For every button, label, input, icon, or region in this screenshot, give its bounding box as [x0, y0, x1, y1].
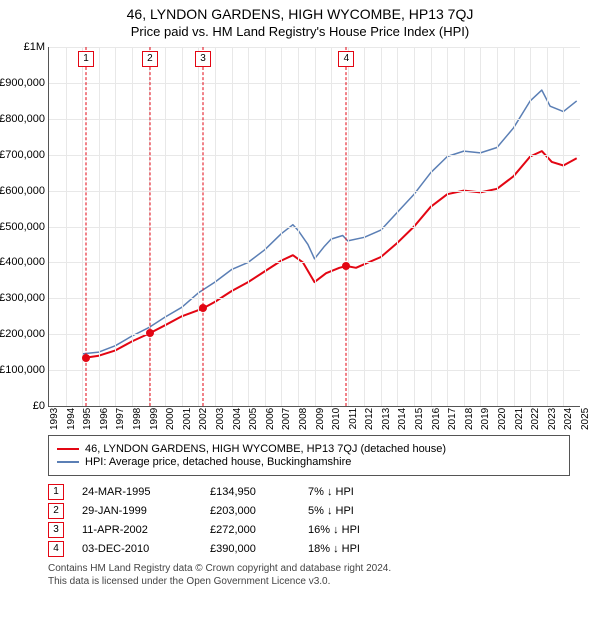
sales-row-date: 11-APR-2002 — [82, 524, 192, 536]
sales-row-date: 03-DEC-2010 — [82, 543, 192, 555]
y-axis-label: £300,000 — [0, 292, 45, 304]
sale-marker-dot — [82, 354, 90, 362]
chart-subtitle: Price paid vs. HM Land Registry's House … — [0, 24, 600, 39]
sale-marker-number: 1 — [78, 51, 94, 67]
x-axis-label: 2015 — [414, 399, 425, 421]
x-axis-label: 1996 — [99, 399, 110, 421]
legend-label: HPI: Average price, detached house, Buck… — [85, 456, 351, 468]
x-axis-label: 2024 — [563, 399, 574, 421]
x-axis-label: 2005 — [248, 399, 259, 421]
sale-marker-number: 3 — [195, 51, 211, 67]
y-axis-label: £1M — [24, 41, 45, 53]
legend-label: 46, LYNDON GARDENS, HIGH WYCOMBE, HP13 7… — [85, 443, 446, 455]
x-axis-label: 2012 — [364, 399, 375, 421]
x-axis-label: 2002 — [198, 399, 209, 421]
x-axis-label: 2007 — [281, 399, 292, 421]
x-axis-label: 1994 — [66, 399, 77, 421]
y-axis-label: £400,000 — [0, 256, 45, 268]
y-axis-label: £900,000 — [0, 77, 45, 89]
sale-marker-line — [202, 47, 203, 406]
x-axis-label: 2011 — [348, 399, 359, 421]
x-axis-label: 2023 — [547, 399, 558, 421]
x-axis-label: 2022 — [530, 399, 541, 421]
y-axis-label: £700,000 — [0, 149, 45, 161]
sale-marker-line — [346, 47, 347, 406]
chart-area: £0£100,000£200,000£300,000£400,000£500,0… — [48, 47, 580, 427]
legend-item: 46, LYNDON GARDENS, HIGH WYCOMBE, HP13 7… — [57, 443, 561, 455]
x-axis-label: 1997 — [115, 399, 126, 421]
sale-marker-line — [86, 47, 87, 406]
x-axis-label: 2010 — [331, 399, 342, 421]
x-axis-label: 2017 — [447, 399, 458, 421]
y-axis-label: £600,000 — [0, 185, 45, 197]
sale-marker-line — [149, 47, 150, 406]
sale-marker-number: 2 — [142, 51, 158, 67]
y-axis-label: £0 — [33, 400, 45, 412]
x-axis-label: 2001 — [182, 399, 193, 421]
sales-row: 2 29-JAN-1999 £203,000 5% ↓ HPI — [48, 503, 570, 519]
sales-row-number: 4 — [48, 541, 64, 557]
x-axis-label: 1995 — [82, 399, 93, 421]
sale-marker-dot — [146, 329, 154, 337]
x-axis-label: 2018 — [464, 399, 475, 421]
sales-row-delta: 7% ↓ HPI — [308, 486, 398, 498]
x-axis-label: 2008 — [298, 399, 309, 421]
footer-line-2: This data is licensed under the Open Gov… — [48, 576, 570, 589]
plot-region: £0£100,000£200,000£300,000£400,000£500,0… — [48, 47, 580, 407]
sales-row-date: 24-MAR-1995 — [82, 486, 192, 498]
x-axis-label: 2025 — [580, 399, 591, 421]
x-axis-label: 2016 — [431, 399, 442, 421]
footer-attribution: Contains HM Land Registry data © Crown c… — [48, 563, 570, 588]
sales-row-delta: 18% ↓ HPI — [308, 543, 398, 555]
y-axis-label: £100,000 — [0, 364, 45, 376]
sales-table: 1 24-MAR-1995 £134,950 7% ↓ HPI 2 29-JAN-1999… — [48, 484, 570, 557]
sales-row: 3 11-APR-2002 £272,000 16% ↓ HPI — [48, 522, 570, 538]
x-axis-label: 1998 — [132, 399, 143, 421]
sales-row-number: 1 — [48, 484, 64, 500]
sale-marker-dot — [199, 304, 207, 312]
sale-marker-number: 4 — [338, 51, 354, 67]
x-axis-label: 2019 — [480, 399, 491, 421]
x-axis-label: 2009 — [315, 399, 326, 421]
series-hpi — [82, 90, 577, 354]
x-axis-label: 2003 — [215, 399, 226, 421]
y-axis-label: £500,000 — [0, 221, 45, 233]
x-axis-label: 2021 — [514, 399, 525, 421]
sales-row: 4 03-DEC-2010 £390,000 18% ↓ HPI — [48, 541, 570, 557]
x-axis-label: 2004 — [232, 399, 243, 421]
x-axis-label: 2006 — [265, 399, 276, 421]
chart-title: 46, LYNDON GARDENS, HIGH WYCOMBE, HP13 7… — [0, 6, 600, 22]
sales-row-price: £272,000 — [210, 524, 290, 536]
legend-item: HPI: Average price, detached house, Buck… — [57, 456, 561, 468]
sales-row-price: £203,000 — [210, 505, 290, 517]
sales-row-delta: 5% ↓ HPI — [308, 505, 398, 517]
sales-row-number: 3 — [48, 522, 64, 538]
sales-row-delta: 16% ↓ HPI — [308, 524, 398, 536]
legend-swatch — [57, 448, 79, 450]
sales-row-price: £134,950 — [210, 486, 290, 498]
footer-line-1: Contains HM Land Registry data © Crown c… — [48, 563, 570, 576]
y-axis-label: £200,000 — [0, 328, 45, 340]
x-axis-label: 2013 — [381, 399, 392, 421]
sales-row-date: 29-JAN-1999 — [82, 505, 192, 517]
y-axis-label: £800,000 — [0, 113, 45, 125]
x-axis-label: 2000 — [165, 399, 176, 421]
sales-row-price: £390,000 — [210, 543, 290, 555]
title-block: 46, LYNDON GARDENS, HIGH WYCOMBE, HP13 7… — [0, 0, 600, 39]
legend-swatch — [57, 461, 79, 463]
x-axis-label: 1993 — [49, 399, 60, 421]
sales-row: 1 24-MAR-1995 £134,950 7% ↓ HPI — [48, 484, 570, 500]
sales-row-number: 2 — [48, 503, 64, 519]
sale-marker-dot — [342, 262, 350, 270]
legend-box: 46, LYNDON GARDENS, HIGH WYCOMBE, HP13 7… — [48, 435, 570, 476]
x-axis-label: 2020 — [497, 399, 508, 421]
x-axis-label: 2014 — [397, 399, 408, 421]
